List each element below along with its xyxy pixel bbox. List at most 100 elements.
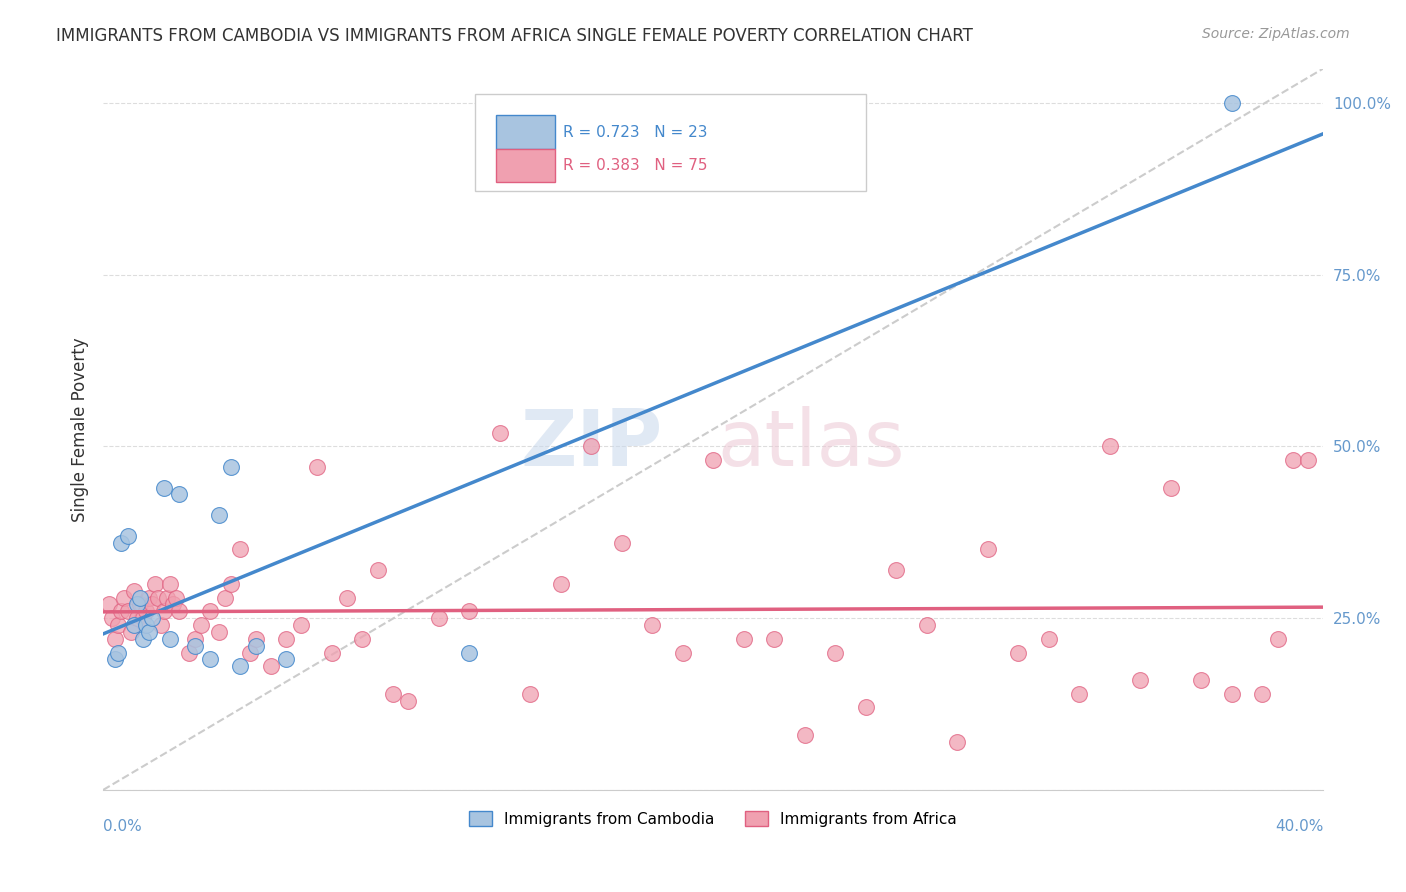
Point [884,563,907,577]
Point [120,624,142,639]
Text: atlas: atlas [717,406,904,482]
Point [1220,687,1243,701]
Point [321,646,343,660]
Point [610,535,633,549]
Point [672,646,695,660]
Point [367,563,389,577]
Point [177,646,200,660]
Point [208,508,231,522]
Y-axis label: Single Female Poverty: Single Female Poverty [72,337,89,522]
Point [104,632,127,646]
Point [117,529,139,543]
Point [159,632,181,646]
Point [276,652,298,666]
Point [238,646,260,660]
Point [458,646,481,660]
Point [763,632,786,646]
Point [141,611,163,625]
Text: IMMIGRANTS FROM CAMBODIA VS IMMIGRANTS FROM AFRICA SINGLE FEMALE POVERTY CORRELA: IMMIGRANTS FROM CAMBODIA VS IMMIGRANTS F… [56,27,973,45]
FancyBboxPatch shape [496,149,554,182]
Point [143,576,166,591]
Point [162,598,184,612]
Point [641,618,664,632]
Point [219,460,242,475]
Point [305,460,328,475]
Point [110,604,132,618]
Point [150,618,173,632]
Point [855,700,877,714]
Point [104,652,127,666]
Point [381,687,404,701]
Point [352,632,374,646]
Point [138,591,160,605]
Point [153,481,176,495]
Point [198,652,221,666]
Point [135,604,157,618]
Point [1098,439,1121,453]
Point [128,598,150,612]
Point [159,576,181,591]
Point [190,618,212,632]
Point [245,639,267,653]
Point [229,542,252,557]
Point [117,604,139,618]
Legend: Immigrants from Cambodia, Immigrants from Africa: Immigrants from Cambodia, Immigrants fro… [463,805,963,833]
Point [153,604,176,618]
Point [336,591,359,605]
Point [458,604,481,618]
Point [98,598,121,612]
Text: R = 0.383   N = 75: R = 0.383 N = 75 [564,158,707,173]
Point [793,728,815,742]
Point [290,618,312,632]
Point [198,604,221,618]
Point [579,439,602,453]
Point [107,618,129,632]
Point [132,632,155,646]
Point [245,632,267,646]
Point [183,632,205,646]
Point [519,687,541,701]
Point [141,598,163,612]
Point [1220,95,1243,110]
Point [122,583,145,598]
Point [214,591,236,605]
Point [165,591,187,605]
Point [1267,632,1289,646]
Point [138,624,160,639]
Text: 40.0%: 40.0% [1275,819,1323,834]
Point [135,618,157,632]
Point [733,632,755,646]
Point [125,611,148,625]
Point [824,646,846,660]
Point [915,618,938,632]
Point [1281,453,1303,467]
Point [169,604,191,618]
Point [156,591,179,605]
Point [977,542,1000,557]
Point [183,639,205,653]
Point [396,693,419,707]
Point [146,591,169,605]
Point [946,735,969,749]
Point [1189,673,1212,687]
Point [107,646,129,660]
Point [1069,687,1091,701]
Point [110,535,132,549]
Point [1160,481,1182,495]
Text: Source: ZipAtlas.com: Source: ZipAtlas.com [1202,27,1350,41]
Text: 0.0%: 0.0% [103,819,142,834]
Point [260,659,283,673]
Point [1129,673,1152,687]
FancyBboxPatch shape [475,94,866,191]
Point [702,453,724,467]
Point [1296,453,1319,467]
Point [132,611,155,625]
Point [114,591,136,605]
Point [128,591,150,605]
Point [219,576,242,591]
FancyBboxPatch shape [496,115,554,149]
Point [1038,632,1060,646]
Point [488,425,510,440]
Point [169,487,191,501]
Text: ZIP: ZIP [520,406,662,482]
